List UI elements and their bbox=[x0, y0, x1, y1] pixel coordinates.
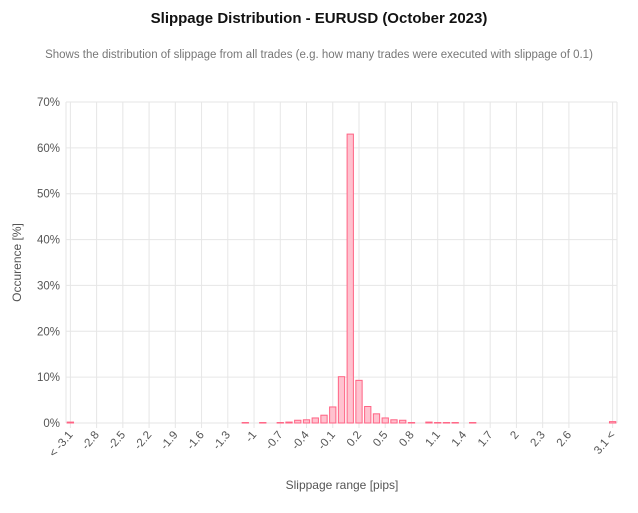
bar bbox=[66, 421, 75, 424]
x-tick-label: -0.7 bbox=[264, 429, 286, 452]
bar bbox=[399, 419, 407, 424]
bar bbox=[425, 421, 433, 424]
y-axis-title: Occurence [%] bbox=[10, 223, 24, 302]
bar bbox=[329, 406, 337, 424]
x-tick-label: -1 bbox=[244, 429, 260, 445]
bar bbox=[469, 422, 477, 424]
bar bbox=[442, 422, 451, 424]
bar bbox=[346, 133, 354, 424]
y-tick-label: 70% bbox=[37, 97, 60, 109]
bar bbox=[451, 422, 459, 424]
chart-subtitle: Shows the distribution of slippage from … bbox=[45, 49, 593, 61]
bar bbox=[311, 417, 319, 424]
x-tick-label: -2.2 bbox=[132, 429, 154, 452]
bar bbox=[407, 422, 416, 424]
x-tick-label: 3.1 < bbox=[592, 429, 618, 457]
x-axis-ticks: < -3.1 -2.8 -2.5 -2.2 -1.9 -1.6 -1.3 -1 -0.7 -0.4… bbox=[47, 429, 618, 460]
x-tick-label: 0.2 bbox=[345, 429, 364, 449]
y-axis-ticks: 0% 10% 20% 30% 40% 50% 60% 70% bbox=[37, 97, 60, 430]
x-tick-label: 0.8 bbox=[397, 429, 416, 449]
y-tick-label: 0% bbox=[43, 418, 60, 430]
x-tick-label: 1.7 bbox=[476, 429, 495, 449]
bar-series bbox=[66, 133, 617, 424]
bar bbox=[390, 419, 398, 424]
x-axis-title: Slippage range [pips] bbox=[286, 478, 399, 492]
x-tick-label: -1.6 bbox=[185, 429, 207, 452]
x-tick-label: -1.9 bbox=[159, 429, 181, 452]
bar bbox=[364, 405, 372, 424]
chart-title: Slippage Distribution - EURUSD (October … bbox=[150, 10, 488, 27]
x-tick-label: 1.4 bbox=[450, 429, 470, 449]
bar bbox=[355, 379, 363, 424]
y-tick-label: 30% bbox=[37, 280, 60, 292]
bar bbox=[381, 417, 389, 424]
bar bbox=[608, 421, 617, 424]
x-tick-label: 1.1 bbox=[424, 429, 443, 449]
bar bbox=[434, 422, 442, 424]
y-tick-label: 50% bbox=[37, 189, 60, 201]
x-tick-label: -1.3 bbox=[211, 429, 233, 452]
bar bbox=[302, 419, 311, 424]
x-tick-label: -0.1 bbox=[316, 429, 338, 452]
bar bbox=[276, 422, 284, 424]
x-tick-label: 2.6 bbox=[555, 429, 574, 449]
x-tick-label: -2.8 bbox=[80, 429, 102, 452]
x-tick-label: -0.4 bbox=[290, 429, 312, 452]
y-tick-label: 10% bbox=[37, 372, 60, 384]
y-tick-label: 40% bbox=[37, 235, 60, 247]
x-tick-label: 0.5 bbox=[371, 429, 390, 449]
bar bbox=[372, 413, 381, 424]
x-tick-label: 2 bbox=[508, 429, 521, 442]
bar bbox=[337, 376, 346, 424]
bar bbox=[259, 422, 267, 424]
bar bbox=[241, 422, 249, 424]
y-tick-label: 60% bbox=[37, 143, 60, 155]
bar bbox=[320, 414, 328, 424]
bar bbox=[294, 419, 302, 424]
bar bbox=[285, 421, 293, 424]
y-tick-label: 20% bbox=[37, 326, 60, 338]
gridlines bbox=[65, 101, 618, 428]
x-tick-label: < -3.1 bbox=[47, 429, 75, 459]
x-tick-label: 2.3 bbox=[528, 429, 547, 449]
x-tick-label: -2.5 bbox=[106, 429, 128, 452]
